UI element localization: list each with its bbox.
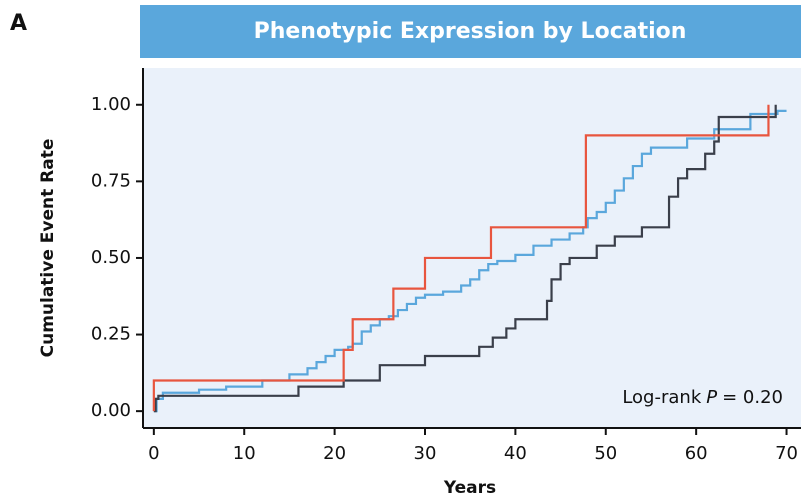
plot-area	[143, 68, 801, 428]
step-line	[153, 109, 787, 413]
annotation-suffix: = 0.20	[722, 387, 783, 408]
step-line	[152, 104, 770, 412]
y-tick-label: 0.75	[91, 170, 131, 191]
annotation-italic: P	[706, 387, 717, 408]
title-banner	[140, 5, 801, 58]
x-tick-label: 30	[414, 443, 437, 464]
x-tick-label: 20	[323, 443, 346, 464]
y-axis-label: Cumulative Event Rate	[38, 139, 58, 358]
panel-label: A	[10, 11, 27, 36]
annotation-prefix: Log-rank	[622, 387, 701, 408]
annotation: Log-rank P = 0.20	[622, 387, 783, 408]
y-tick-label: 0.25	[91, 324, 131, 345]
y-tick-label: 0.00	[91, 400, 131, 421]
x-tick-label: 40	[504, 443, 527, 464]
y-tick-label: 0.50	[91, 247, 131, 268]
y-tick-label: 1.00	[91, 94, 131, 115]
x-tick-label: 0	[148, 443, 159, 464]
x-tick-label: 10	[233, 443, 256, 464]
chart-title: Phenotypic Expression by Location	[254, 19, 687, 44]
x-tick-label: 50	[594, 443, 617, 464]
x-axis-label: Years	[443, 478, 496, 498]
x-tick-label: 70	[775, 443, 798, 464]
x-tick-label: 60	[685, 443, 708, 464]
